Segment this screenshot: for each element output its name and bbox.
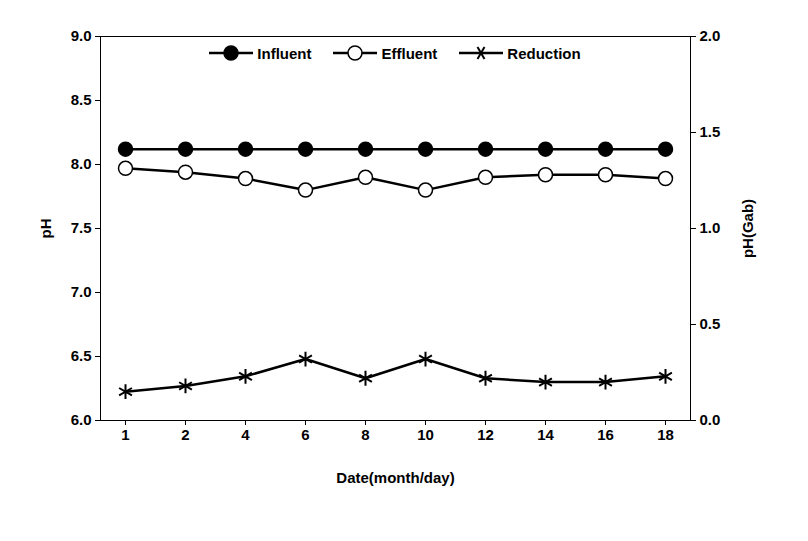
- html-text:Reduction: Reduction: [507, 44, 581, 62]
- html-text:Influent: Influent: [257, 44, 312, 62]
- svg-text:12: 12: [477, 426, 494, 443]
- svg-text:8: 8: [361, 426, 369, 443]
- svg-text:2: 2: [181, 426, 189, 443]
- svg-text:10: 10: [417, 426, 434, 443]
- svg-text:1.0: 1.0: [700, 219, 721, 236]
- html-text:Effluent: Effluent: [381, 44, 438, 62]
- svg-text:6.0: 6.0: [71, 411, 92, 428]
- svg-text:16: 16: [597, 426, 614, 443]
- svg-text:6: 6: [301, 426, 309, 443]
- svg-text:0.0: 0.0: [700, 411, 721, 428]
- svg-text:pH(Gab): pH(Gab): [739, 199, 756, 258]
- svg-text:6.5: 6.5: [71, 347, 92, 364]
- svg-text:18: 18: [657, 426, 674, 443]
- svg-text:0.5: 0.5: [700, 315, 721, 332]
- svg-text:pH: pH: [37, 219, 54, 239]
- svg-text:2.0: 2.0: [700, 27, 721, 44]
- svg-text:9.0: 9.0: [71, 27, 92, 44]
- svg-text:1: 1: [121, 426, 129, 443]
- svg-text:4: 4: [241, 426, 250, 443]
- svg-text:Date(month/day): Date(month/day): [336, 469, 454, 486]
- svg-text:8.0: 8.0: [71, 155, 92, 172]
- svg-text:1.5: 1.5: [700, 123, 721, 140]
- svg-text:7.5: 7.5: [71, 219, 92, 236]
- svg-text:14: 14: [537, 426, 554, 443]
- svg-text:8.5: 8.5: [71, 91, 92, 108]
- svg-text:7.0: 7.0: [71, 283, 92, 300]
